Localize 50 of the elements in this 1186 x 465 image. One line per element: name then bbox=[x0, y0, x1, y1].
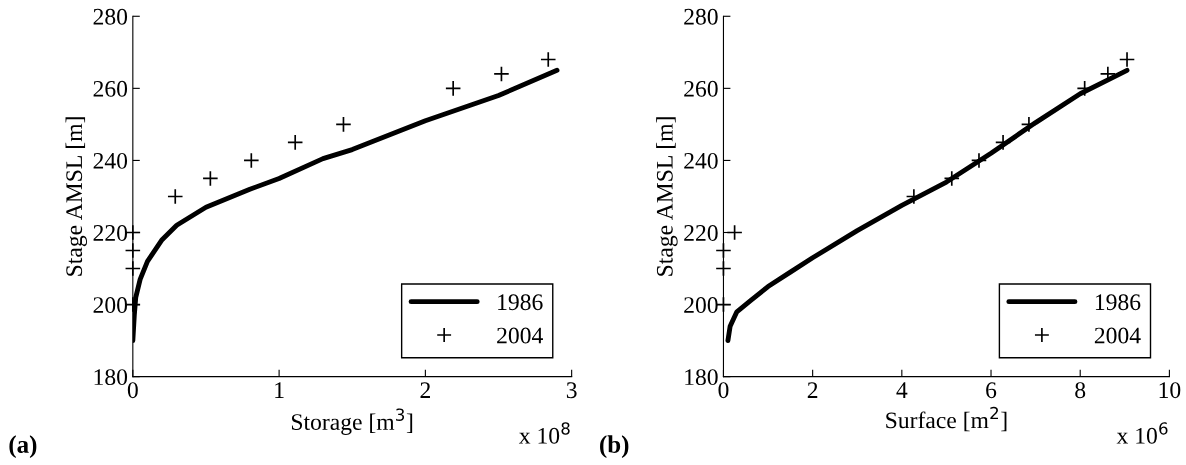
y-tick-label: 260 bbox=[684, 80, 718, 97]
x-tick-label: 1 bbox=[275, 382, 284, 398]
y-tick-label: 280 bbox=[93, 8, 128, 25]
point bbox=[167, 188, 184, 205]
text: x 10$^{8}$ bbox=[518, 422, 570, 444]
y-tick-label: 200 bbox=[93, 297, 128, 313]
point bbox=[540, 51, 557, 68]
legend-label: 1986 bbox=[498, 294, 543, 311]
x-axis-title: Surface [m$^{2}$] bbox=[886, 406, 1007, 432]
y-tick-label: 220 bbox=[93, 224, 128, 241]
point bbox=[287, 134, 304, 151]
x-tick-label: 3 bbox=[566, 382, 577, 399]
point bbox=[124, 242, 141, 259]
x-tick-label: 0 bbox=[718, 382, 729, 399]
legend-label: 2004 bbox=[497, 327, 543, 344]
x-tick-label: 8 bbox=[1075, 382, 1086, 399]
point bbox=[970, 152, 988, 169]
y-tick-label: 200 bbox=[684, 297, 718, 313]
x-tick-label: 10 bbox=[1159, 382, 1181, 399]
x-tick-label: 2 bbox=[420, 382, 430, 398]
y-tick-label: 240 bbox=[684, 152, 718, 169]
y-tick-label: 280 bbox=[684, 8, 718, 25]
x-tick-label: 4 bbox=[896, 382, 908, 398]
legend-label: 2004 bbox=[1094, 327, 1141, 344]
point bbox=[715, 242, 732, 259]
point bbox=[202, 170, 219, 187]
x-tick-label: 2 bbox=[807, 382, 818, 398]
point bbox=[726, 224, 743, 241]
point bbox=[715, 260, 732, 277]
legend-label: 1986 bbox=[1095, 294, 1141, 311]
x-tick-label: 6 bbox=[986, 382, 997, 399]
text: x 10$^{6}$ bbox=[1116, 422, 1168, 444]
point bbox=[243, 152, 260, 169]
y-tick-label: 220 bbox=[684, 224, 718, 241]
point bbox=[493, 65, 510, 83]
y-axis-title: Stage AMSL [m] bbox=[656, 117, 678, 276]
y-tick-label: 180 bbox=[94, 369, 128, 386]
text: (b) bbox=[600, 435, 629, 459]
point bbox=[445, 80, 462, 97]
point bbox=[124, 260, 141, 277]
y-tick-label: 240 bbox=[93, 152, 128, 169]
x-axis-title: Storage [m$^{3}$] bbox=[291, 408, 413, 435]
x-tick-label: 0 bbox=[127, 382, 138, 399]
point bbox=[943, 170, 960, 187]
point bbox=[1118, 51, 1136, 68]
y-tick-label: 260 bbox=[93, 80, 128, 97]
y-axis-title: Stage AMSL [m] bbox=[65, 117, 87, 276]
y-tick-label: 180 bbox=[685, 369, 718, 386]
point bbox=[335, 116, 352, 133]
text: (a) bbox=[9, 435, 37, 459]
